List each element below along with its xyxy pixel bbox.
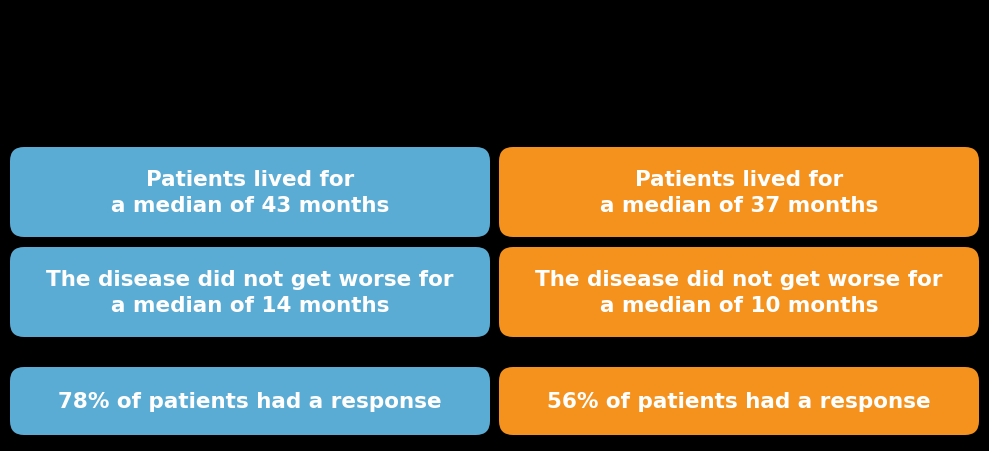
Text: Patients lived for
a median of 43 months: Patients lived for a median of 43 months	[111, 170, 390, 215]
Text: 56% of patients had a response: 56% of patients had a response	[547, 391, 931, 411]
Text: The disease did not get worse for
a median of 10 months: The disease did not get worse for a medi…	[535, 270, 943, 315]
Text: Patients lived for
a median of 37 months: Patients lived for a median of 37 months	[599, 170, 878, 215]
FancyBboxPatch shape	[10, 248, 490, 337]
Text: The disease did not get worse for
a median of 14 months: The disease did not get worse for a medi…	[46, 270, 454, 315]
FancyBboxPatch shape	[499, 367, 979, 435]
FancyBboxPatch shape	[499, 147, 979, 238]
Text: 78% of patients had a response: 78% of patients had a response	[58, 391, 442, 411]
FancyBboxPatch shape	[10, 147, 490, 238]
FancyBboxPatch shape	[10, 367, 490, 435]
FancyBboxPatch shape	[499, 248, 979, 337]
